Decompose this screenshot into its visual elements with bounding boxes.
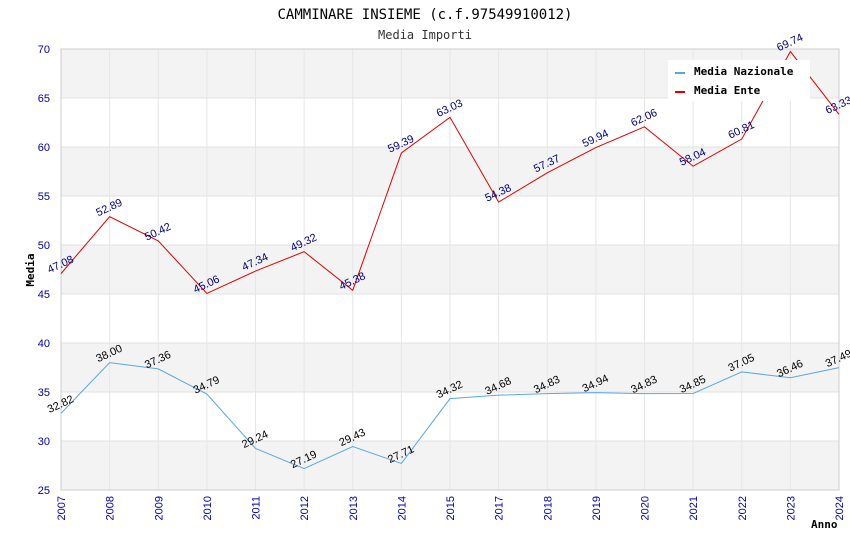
- series-line-media-ente: [60, 50, 840, 295]
- x-tick-label: 2007: [56, 496, 68, 520]
- y-tick-label: 70: [38, 44, 50, 56]
- x-tick-label: 2024: [834, 496, 846, 520]
- gridlines: [60, 48, 840, 491]
- legend: Media Nazionale Media Ente: [668, 60, 810, 101]
- y-tick-label: 35: [38, 387, 50, 399]
- x-tick-label: 2008: [105, 496, 117, 520]
- x-tick-label: 2019: [591, 496, 603, 520]
- x-tick-label: 2020: [640, 496, 652, 520]
- x-tick-label: 2010: [202, 496, 214, 520]
- x-tick-label: 2012: [299, 496, 311, 520]
- legend-label: Media Ente: [694, 84, 761, 97]
- y-tick-label: 30: [38, 436, 50, 448]
- y-tick-label: 50: [38, 240, 50, 252]
- x-tick-label: 2014: [396, 496, 408, 520]
- x-tick-label: 2009: [153, 496, 165, 520]
- x-tick-label: 2021: [688, 496, 700, 520]
- x-tick-label: 2022: [737, 496, 749, 520]
- x-axis-ticks: 2007 2008 2009 2010 2011 2012 2013 2014 2015 2017…: [56, 496, 846, 520]
- y-tick-label: 65: [38, 93, 50, 105]
- y-tick-label: 55: [38, 191, 50, 203]
- y-tick-label: 40: [38, 338, 50, 350]
- series-line-media-nazionale: [60, 362, 840, 470]
- legend-box: [668, 60, 810, 101]
- y-tick-label: 45: [38, 289, 50, 301]
- y-tick-label: 60: [38, 142, 50, 154]
- y-tick-label: 25: [38, 485, 50, 497]
- chart-title: CAMMINARE INSIEME (c.f.97549910012): [277, 7, 572, 23]
- x-tick-label: 2017: [494, 496, 506, 520]
- x-axis-label: Anno: [811, 518, 838, 531]
- x-tick-label: 2011: [251, 496, 263, 520]
- x-tick-label: 2015: [445, 496, 457, 520]
- series-lines: [60, 50, 840, 470]
- chart-subtitle: Media Importi: [378, 28, 472, 42]
- plot-border: [60, 48, 840, 491]
- x-tick-label: 2023: [785, 496, 797, 520]
- x-tick-label: 2018: [542, 496, 554, 520]
- legend-label: Media Nazionale: [694, 65, 794, 78]
- x-tick-label: 2013: [348, 496, 360, 520]
- y-axis-ticks: 25 30 35 40 45 50 55 60 65 70: [38, 44, 50, 497]
- y-axis-label: Media: [24, 253, 37, 286]
